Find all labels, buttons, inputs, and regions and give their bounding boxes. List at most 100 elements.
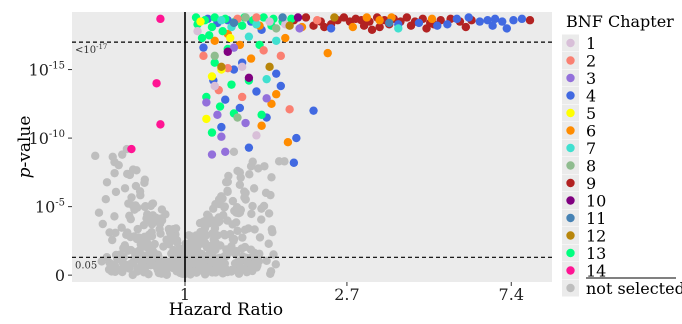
chapter-9-point	[406, 21, 416, 30]
x-tick-label: 1	[180, 285, 190, 304]
chapter-4-point	[289, 158, 299, 167]
not-selected-point	[261, 188, 271, 198]
chapter-6-point	[257, 121, 266, 130]
not-selected-point	[127, 193, 136, 202]
chapter-4-point	[498, 17, 507, 26]
legend-label-10: 10	[586, 192, 606, 211]
not-selected-point	[229, 147, 239, 156]
not-selected-point	[218, 268, 228, 278]
chapter-1-point	[193, 26, 202, 36]
not-selected-point	[118, 150, 127, 159]
not-selected-point	[197, 249, 207, 259]
legend-key-4	[566, 91, 575, 100]
chapter-6-point	[281, 33, 290, 43]
not-selected-point	[110, 212, 119, 221]
chapter-5-point	[196, 17, 205, 26]
not-selected-point	[162, 270, 171, 280]
y-tick-label: 10-15	[29, 61, 65, 80]
chapter-9-point	[461, 22, 471, 32]
chapter-14-point	[127, 144, 136, 154]
chapter-4-point	[464, 13, 473, 22]
chapter-11-point	[278, 13, 287, 22]
chapter-13-point	[215, 102, 225, 111]
chapter-2-point	[252, 13, 261, 22]
not-selected-point	[105, 228, 114, 237]
chapter-1-point	[210, 81, 219, 91]
chapter-13-point	[218, 26, 227, 36]
not-selected-point	[262, 256, 271, 265]
not-selected-point	[94, 208, 104, 217]
not-selected-point	[136, 191, 145, 200]
chapter-7-point	[244, 32, 254, 41]
not-selected-point	[123, 169, 132, 179]
not-selected-point	[142, 243, 151, 252]
not-selected-point	[204, 219, 213, 228]
chapter-4-point	[326, 24, 336, 33]
not-selected-point	[259, 201, 269, 211]
not-selected-point	[156, 259, 165, 268]
chapter-13-point	[257, 110, 266, 119]
chapter-14-point	[156, 120, 165, 129]
not-selected-point	[123, 228, 132, 237]
chapter-3-point	[229, 43, 239, 52]
legend-label-3: 3	[586, 69, 596, 88]
not-selected-point	[108, 152, 117, 162]
chapter-9-point	[359, 21, 369, 30]
chapter-5-point	[226, 33, 235, 43]
not-selected-point	[123, 246, 133, 255]
chapter-14-point	[152, 79, 161, 88]
chapter-3-point	[262, 94, 271, 103]
chapter-6-point	[272, 90, 281, 99]
not-selected-point	[268, 227, 277, 237]
chapter-13-point	[197, 33, 207, 43]
chapter-9-point	[367, 25, 377, 35]
not-selected-point	[169, 245, 178, 255]
legend-key-13	[566, 248, 575, 258]
not-selected-point	[184, 240, 193, 249]
chapter-4-point	[433, 21, 442, 30]
not-selected-point	[264, 209, 274, 218]
not-selected-point	[154, 215, 164, 224]
not-selected-point	[184, 231, 194, 240]
not-selected-point	[255, 233, 265, 242]
not-selected-point	[128, 201, 137, 210]
chapter-2-point	[276, 51, 286, 61]
not-selected-point	[274, 157, 284, 166]
chapter-8-point	[241, 13, 250, 22]
legend-label-13: 13	[586, 244, 606, 263]
not-selected-point	[120, 184, 130, 193]
chapter-14-point	[156, 14, 165, 24]
not-selected-point	[162, 235, 171, 244]
chapter-10-point	[244, 73, 254, 82]
chapter-4-point	[475, 17, 484, 26]
chapter-2-point	[237, 92, 247, 102]
chapter-6-point	[362, 13, 371, 22]
chapter-4-point	[490, 14, 500, 24]
chapter-13-point	[207, 22, 217, 32]
not-selected-point	[271, 260, 281, 269]
chapter-9-point	[375, 22, 384, 32]
chapter-4-point	[217, 122, 226, 132]
legend-label-ns: not selected	[586, 279, 682, 298]
legend-label-12: 12	[586, 227, 606, 246]
legend-title: BNF Chapter	[566, 12, 674, 31]
not-selected-point	[241, 188, 250, 198]
not-selected-point	[264, 239, 273, 248]
chapter-4-point	[276, 81, 286, 91]
chapter-13-point	[204, 31, 214, 40]
not-selected-point	[144, 230, 154, 239]
not-selected-point	[171, 224, 181, 233]
chapter-2-point	[259, 46, 268, 55]
legend-label-11: 11	[586, 209, 606, 228]
chapter-1-point	[265, 17, 274, 26]
not-selected-point	[267, 173, 276, 182]
not-selected-point	[125, 211, 134, 221]
chapter-6-point	[427, 14, 437, 24]
chapter-12-point	[330, 13, 339, 22]
not-selected-point	[167, 256, 176, 266]
not-selected-point	[240, 242, 250, 252]
chapter-3-point	[217, 132, 226, 141]
not-selected-point	[101, 195, 111, 204]
chapter-13-point	[210, 58, 219, 67]
chapter-6-point	[246, 54, 256, 63]
